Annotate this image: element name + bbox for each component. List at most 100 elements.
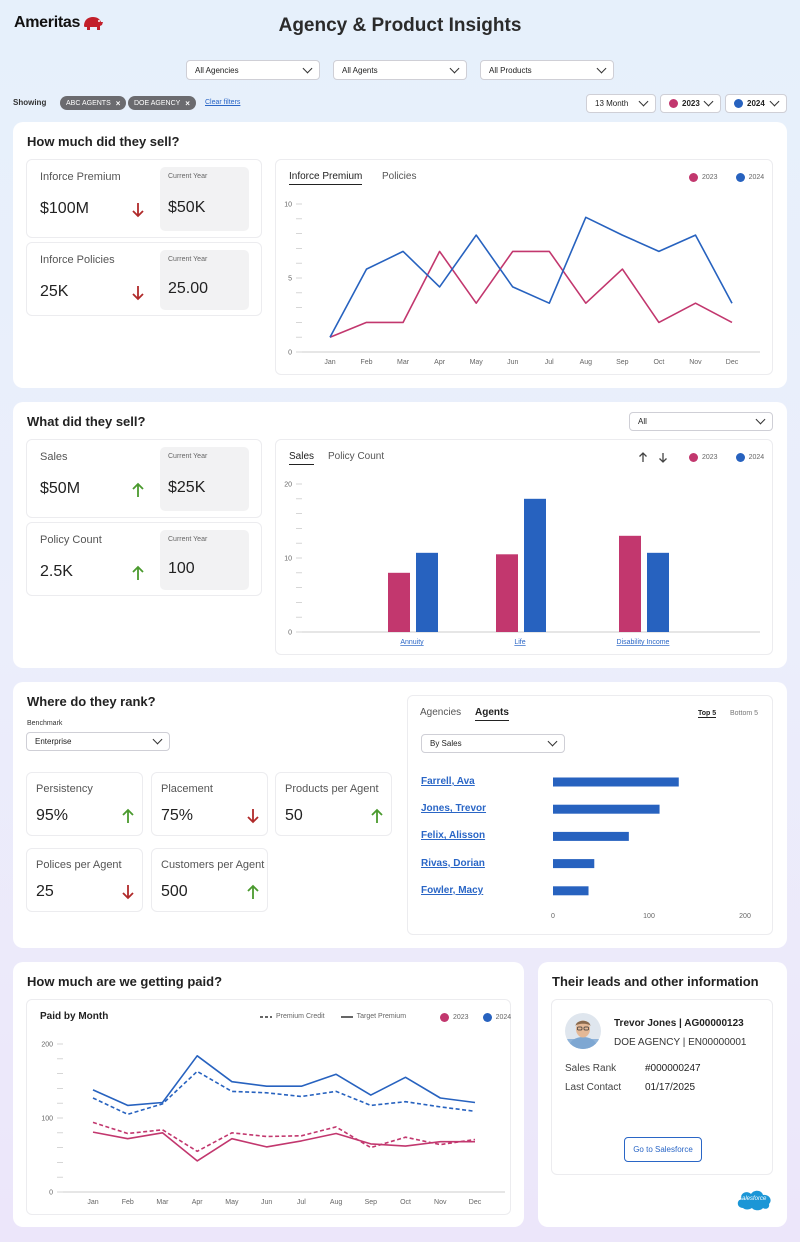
- legend-dot-2023: [669, 99, 678, 108]
- kpi-value: $100M: [40, 200, 89, 217]
- x-tick-label: Feb: [361, 359, 373, 366]
- x-tick-label: Jan: [87, 1199, 98, 1206]
- clear-filters-link[interactable]: Clear filters: [205, 99, 241, 106]
- logo-text: Ameritas: [14, 14, 81, 31]
- agent-bar: [553, 859, 595, 869]
- bar-2024: [524, 498, 546, 632]
- category-label: Annuity: [400, 639, 424, 646]
- agent-bar: [553, 831, 629, 841]
- tab-sales[interactable]: Sales: [289, 451, 315, 465]
- kpi-label: Policy Count: [40, 534, 102, 546]
- sort-by-select-value: By Sales: [430, 739, 462, 748]
- category-label: Life: [514, 639, 525, 646]
- paid-line-chart: 0 100 200 Jan Feb Mar Apr May Jun Jul Aug Sep Oct Nov…: [41, 1042, 505, 1206]
- arrow-down-icon: [122, 885, 134, 900]
- tab-agencies[interactable]: Agencies: [420, 707, 462, 718]
- arrow-up-icon: [247, 884, 259, 899]
- period-select[interactable]: 13 Month: [586, 94, 656, 113]
- agent-link[interactable]: Fowler, Macy: [421, 884, 484, 896]
- tab-inforce-premium[interactable]: Inforce Premium: [289, 171, 363, 185]
- ranking-panel: Agencies Agents Top 5 Bottom 5 By Sales …: [407, 695, 773, 935]
- sales-rank-label: Sales Rank: [565, 1063, 617, 1074]
- current-year-label: Current Year: [168, 453, 208, 460]
- agent-link[interactable]: Farrell, Ava: [421, 776, 475, 787]
- kpi-label: Inforce Policies: [40, 254, 115, 266]
- top-5-toggle[interactable]: Top 5: [698, 710, 717, 718]
- bar-2023: [388, 572, 410, 632]
- agent-name-line: Trevor Jones | AG00000123: [614, 1018, 744, 1029]
- agent-bar: [553, 804, 660, 814]
- x-tick-label: Jun: [261, 1199, 272, 1206]
- legend-solid-label: Target Premium: [356, 1013, 407, 1020]
- kpi-inforce-premium: Inforce Premium $100M Current Year $50K: [26, 159, 262, 238]
- solid-line-icon: [340, 1015, 353, 1018]
- arrow-down-icon: [132, 286, 144, 301]
- close-icon[interactable]: ×: [115, 98, 121, 108]
- legend-label-2023: 2023: [453, 1014, 469, 1021]
- chart-legend: 2023 2024: [440, 1013, 511, 1022]
- legend-dot-2024: [734, 99, 743, 108]
- x-tick-label: Jun: [507, 359, 518, 366]
- category-label: Disability Income: [617, 639, 670, 646]
- year-a-select[interactable]: 2023: [660, 94, 721, 113]
- year-a-value-wrap: 2023: [669, 99, 700, 108]
- paid-chart-title: Paid by Month: [40, 1011, 109, 1022]
- salesforce-logo: salesforce: [735, 1186, 773, 1214]
- period-select-value: 13 Month: [595, 99, 629, 108]
- bar-2024: [647, 552, 669, 632]
- arrow-down-icon: [132, 203, 144, 218]
- metric-value: 25: [36, 883, 54, 900]
- year-b-select[interactable]: 2024: [725, 94, 787, 113]
- metric-value: 75%: [161, 807, 194, 824]
- metric-products-per-agent: Products per Agent 50: [275, 772, 392, 836]
- bottom-5-toggle[interactable]: Bottom 5: [730, 710, 759, 717]
- inforce-line-chart: 0 5 10 Jan Feb Mar Apr May Jun Jul Aug Sep Oct Nov Dec: [284, 202, 760, 366]
- arrow-down-icon: [247, 809, 259, 824]
- agent-link[interactable]: Felix, Alisson: [421, 830, 486, 842]
- y-tick-label: 0: [288, 350, 292, 357]
- metric-placement: Placement 75%: [151, 772, 268, 836]
- filter-chip-doe-agency[interactable]: DOE AGENCY ×: [128, 96, 196, 110]
- benchmark-select[interactable]: Enterprise: [26, 732, 170, 751]
- paid-chart-panel: Paid by Month Premium Credit Target Prem…: [26, 999, 511, 1215]
- section-title: How much did they sell?: [27, 134, 180, 149]
- x-tick-label: Aug: [330, 1199, 343, 1206]
- product-type-select-value: All: [638, 417, 647, 426]
- filter-chip-abc-agents[interactable]: ABC AGENTS ×: [60, 96, 127, 110]
- metric-polices-per-agent: Polices per Agent 25: [26, 848, 143, 912]
- metric-label: Placement: [161, 783, 213, 795]
- go-to-salesforce-button[interactable]: Go to Salesforce: [624, 1137, 702, 1162]
- arrow-up-icon: [132, 565, 144, 580]
- sort-by-select[interactable]: By Sales: [421, 734, 565, 753]
- close-icon[interactable]: ×: [185, 98, 190, 108]
- agent-link[interactable]: Rivas, Dorian: [421, 857, 485, 869]
- tab-agents[interactable]: Agents: [475, 707, 509, 721]
- agencies-select[interactable]: All Agencies: [186, 60, 320, 80]
- chart-legend: 2023 2024: [689, 453, 764, 462]
- bison-icon: [84, 17, 104, 30]
- current-year-label: Current Year: [168, 173, 208, 180]
- sort-ascending-icon[interactable]: [638, 452, 648, 463]
- sort-descending-icon[interactable]: [658, 452, 668, 463]
- sales-rank-value: #000000247: [645, 1063, 701, 1074]
- year-a-value: 2023: [682, 99, 700, 108]
- x-tick-label: Nov: [689, 359, 702, 366]
- agencies-select-value: All Agencies: [195, 65, 239, 75]
- tab-policies[interactable]: Policies: [382, 171, 417, 182]
- x-tick-label: Mar: [397, 359, 410, 366]
- tab-policy-count[interactable]: Policy Count: [328, 451, 385, 462]
- legend-dot-2023: [440, 1013, 449, 1022]
- products-select[interactable]: All Products: [480, 60, 614, 80]
- x-tick-label: Aug: [580, 359, 593, 366]
- section-title: Where do they rank?: [27, 694, 156, 709]
- product-type-select[interactable]: All: [629, 412, 773, 431]
- current-year-value: 100: [168, 560, 195, 577]
- x-tick-label: Mar: [156, 1199, 169, 1206]
- x-tick-label: 100: [643, 913, 655, 920]
- agents-select[interactable]: All Agents: [333, 60, 467, 80]
- showing-label: Showing: [13, 98, 47, 107]
- avatar: [565, 1013, 601, 1049]
- kpi-policy-count: Policy Count 2.5K Current Year 100: [26, 522, 262, 596]
- chevron-down-icon: [302, 63, 313, 73]
- agent-link[interactable]: Jones, Trevor: [421, 803, 487, 815]
